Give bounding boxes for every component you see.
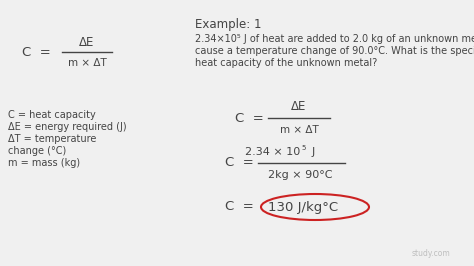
Text: C  =: C =	[225, 201, 254, 214]
Text: 130 J/kg°C: 130 J/kg°C	[268, 201, 338, 214]
Text: 2kg × 90°C: 2kg × 90°C	[268, 170, 332, 180]
Text: change (°C): change (°C)	[8, 146, 66, 156]
Text: 2.34 × 10: 2.34 × 10	[245, 147, 300, 157]
Text: C = heat capacity: C = heat capacity	[8, 110, 96, 120]
Text: heat capacity of the unknown metal?: heat capacity of the unknown metal?	[195, 58, 377, 68]
Text: C  =: C =	[22, 45, 51, 59]
Text: m = mass (kg): m = mass (kg)	[8, 158, 80, 168]
Text: C  =: C =	[225, 156, 254, 169]
Text: C  =: C =	[235, 111, 264, 124]
Text: 5: 5	[301, 145, 305, 151]
Text: study.com: study.com	[411, 249, 450, 258]
Text: m × ΔT: m × ΔT	[280, 125, 319, 135]
Text: 2.34×10⁵ J of heat are added to 2.0 kg of an unknown metal to: 2.34×10⁵ J of heat are added to 2.0 kg o…	[195, 34, 474, 44]
Text: ΔE: ΔE	[79, 35, 95, 48]
Text: Example: 1: Example: 1	[195, 18, 262, 31]
Text: J: J	[312, 147, 315, 157]
Text: ΔT = temperature: ΔT = temperature	[8, 134, 96, 144]
Text: ΔE = energy required (J): ΔE = energy required (J)	[8, 122, 127, 132]
Text: cause a temperature change of 90.0°C. What is the specific: cause a temperature change of 90.0°C. Wh…	[195, 46, 474, 56]
Text: m × ΔT: m × ΔT	[68, 58, 106, 68]
Text: ΔE: ΔE	[292, 101, 307, 114]
